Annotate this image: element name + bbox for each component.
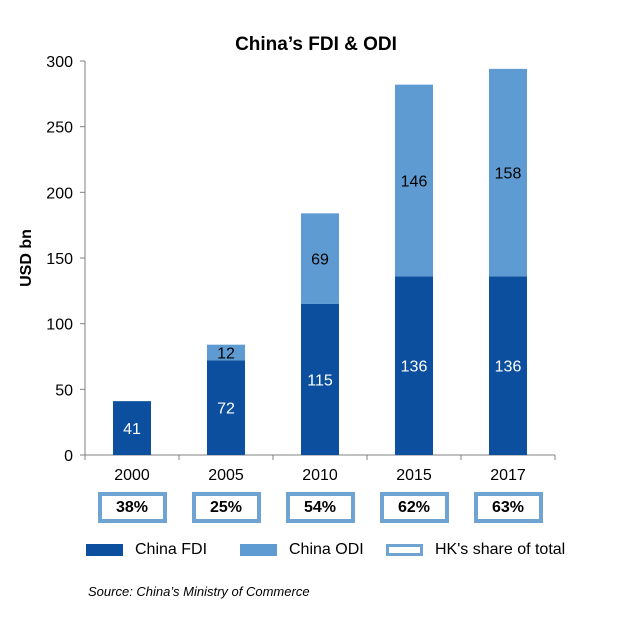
- x-tick-label: 2000: [114, 467, 150, 484]
- data-label: 136: [495, 359, 522, 376]
- y-tick-label: 50: [55, 382, 73, 399]
- data-label: 146: [401, 174, 428, 191]
- data-label: 69: [311, 252, 329, 269]
- bars: 41 72 12 115 69 136 146 136 158: [113, 68, 527, 455]
- legend-swatch-fdi: [86, 544, 123, 556]
- y-tick-label: 150: [46, 251, 73, 268]
- legend-item-fdi: China FDI: [86, 541, 207, 559]
- y-tick-label: 100: [46, 317, 73, 334]
- legend-item-hk-share: HK's share of total: [386, 541, 565, 559]
- data-label: 158: [495, 166, 522, 183]
- bar-china-fdi: [113, 401, 151, 455]
- y-tick-label: 250: [46, 120, 73, 137]
- source-note: Source: China’s Ministry of Commerce: [88, 584, 310, 599]
- hk-share-box: 38%: [97, 492, 167, 523]
- bar-china-fdi: [207, 360, 245, 455]
- bar-china-fdi: [395, 276, 433, 455]
- data-label: 72: [217, 401, 235, 418]
- data-label: 12: [217, 346, 235, 363]
- legend-label-hk-share: HK's share of total: [435, 541, 566, 558]
- legend-swatch-odi: [240, 544, 277, 556]
- legend-label-odi: China ODI: [289, 541, 364, 558]
- y-tick-label: 200: [46, 185, 73, 202]
- y-tick-label: 300: [46, 54, 73, 71]
- bar-china-fdi: [489, 276, 527, 455]
- bar-china-odi: [301, 213, 339, 304]
- bar-china-fdi: [301, 303, 339, 455]
- bar-china-odi: [207, 344, 245, 361]
- hk-share-box: 54%: [285, 492, 355, 523]
- x-tick-label: 2015: [396, 467, 432, 484]
- y-tick-label: 0: [64, 448, 73, 465]
- data-label: 136: [401, 359, 428, 376]
- legend-swatch-hk-share: [386, 544, 423, 556]
- data-label: 41: [123, 421, 141, 438]
- x-ticks: 2000 2005 2010 2015 2017: [84, 455, 556, 484]
- hk-share-box: 63%: [473, 492, 543, 523]
- y-ticks: 0 50 100 150 200 250 300: [46, 54, 85, 465]
- chart-title: China’s FDI & ODI: [235, 34, 397, 55]
- bar-china-odi: [489, 68, 527, 277]
- bar-china-odi: [395, 84, 433, 277]
- y-axis-label: USD bn: [18, 229, 35, 287]
- x-tick-label: 2005: [208, 467, 244, 484]
- hk-share-box: 25%: [191, 492, 261, 523]
- x-tick-label: 2010: [302, 467, 338, 484]
- legend-label-fdi: China FDI: [135, 541, 208, 558]
- hk-share-box: 62%: [379, 492, 449, 523]
- data-label: 115: [307, 372, 333, 389]
- x-tick-label: 2017: [490, 467, 526, 484]
- legend-item-odi: China ODI: [240, 541, 364, 559]
